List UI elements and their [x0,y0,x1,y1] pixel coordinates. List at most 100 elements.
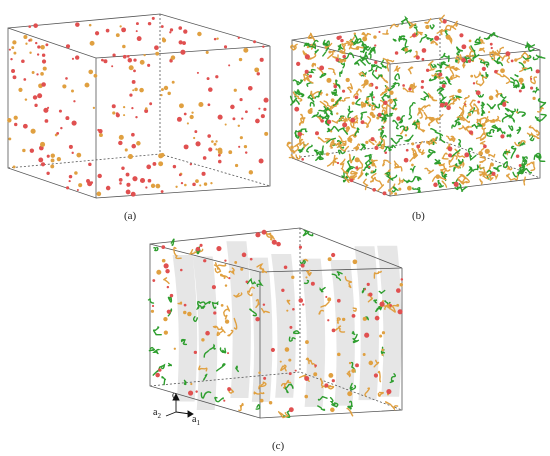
defect-cluster [135,22,139,26]
panel-b-dislocations [286,14,547,196]
dislocation-loop [431,98,438,102]
defect-cluster [161,245,166,249]
defect-cluster [68,179,71,183]
defect-cluster [309,57,312,60]
defect-cluster [233,88,237,92]
defect-cluster [405,148,409,152]
defect-cluster [433,182,438,188]
defect-cluster [327,319,330,322]
dislocation-loop [332,96,342,107]
defect-cluster [94,31,100,36]
defect-cluster [90,181,94,184]
defect-cluster [371,162,376,167]
dislocation-loop [424,167,435,175]
defect-cluster [31,71,35,74]
dislocation-loop [288,154,296,160]
defect-cluster [368,360,374,366]
defect-cluster [131,80,136,84]
defect-cluster [343,58,347,62]
dislocation-loop [519,166,526,175]
defect-cluster [7,118,12,123]
dislocation-loop [510,81,516,87]
defect-cluster [195,179,199,184]
dislocation-loop [306,43,317,50]
defect-cluster [351,101,355,105]
defect-cluster [139,87,144,93]
defect-cluster [379,301,385,307]
defect-cluster [441,84,446,88]
dislocation-loop [196,303,206,310]
defect-cluster [262,45,265,48]
defect-cluster [213,311,217,315]
dislocation-loop [504,107,516,113]
dislocation-loop [216,363,226,372]
defect-cluster [468,130,474,135]
dislocation-loop [346,83,354,93]
defect-cluster [195,141,201,147]
dislocation-loop [382,29,389,35]
dislocation-loop [489,50,496,61]
dislocation-loop [427,60,436,72]
defect-cluster [492,118,495,122]
defect-cluster [289,325,293,329]
dislocation-loop [480,101,486,109]
defect-cluster [158,161,164,167]
defect-cluster [328,373,334,378]
defect-cluster [103,59,108,64]
dislocation-loop [343,171,350,178]
defect-cluster [201,338,205,342]
dislocation-loop [227,329,234,337]
dislocation-loop [399,125,409,132]
defect-cluster [339,58,344,63]
dislocation-loop [430,40,439,46]
defect-cluster [354,145,360,151]
dislocation-loop [383,145,392,152]
dislocation-loop [510,77,520,86]
defect-cluster [362,353,366,356]
dislocation-loop [380,144,385,150]
defect-cluster [133,69,136,73]
dislocation-loop [393,65,401,73]
dislocation-loop [331,273,342,281]
defect-cluster [298,298,304,303]
dislocation-loop [259,267,268,274]
defect-cluster [478,151,483,156]
defect-cluster [404,134,408,137]
axis-a2-letter: a [153,407,158,418]
defect-cluster [370,170,374,173]
defect-cluster [467,112,472,117]
dislocation-loop [331,91,338,96]
defect-cluster [217,153,221,157]
defect-cluster [40,45,45,50]
defect-cluster [178,26,183,30]
dislocation-loop [256,263,264,270]
dislocation-loop [358,71,366,77]
dislocation-loop [323,100,335,108]
dislocation-loop [317,405,326,411]
dislocation-loop [367,103,376,111]
dislocation-loop [528,125,540,136]
defect-cluster [73,100,76,103]
defect-cluster [404,47,409,52]
dislocation-loop [412,187,422,194]
defect-cluster [420,85,424,89]
dislocation-loop [475,76,488,87]
defect-cluster [326,77,332,83]
defect-cluster [122,44,126,49]
dislocation-loop [368,64,376,72]
dislocation-loop [200,391,212,399]
dislocation-loop [510,145,517,159]
dislocation-loop [436,61,444,69]
defect-cluster [115,33,120,38]
dislocation-loop [339,158,346,172]
dislocation-loop [335,325,346,333]
dislocation-loop [346,40,357,50]
defect-cluster [379,334,383,338]
defect-cluster [472,82,476,85]
dislocation-loop [318,105,327,112]
dislocation-loop [322,39,330,49]
defect-cluster [203,182,208,186]
dislocation-loop [153,326,162,336]
defect-cluster [264,131,269,136]
defect-cluster [500,134,505,139]
